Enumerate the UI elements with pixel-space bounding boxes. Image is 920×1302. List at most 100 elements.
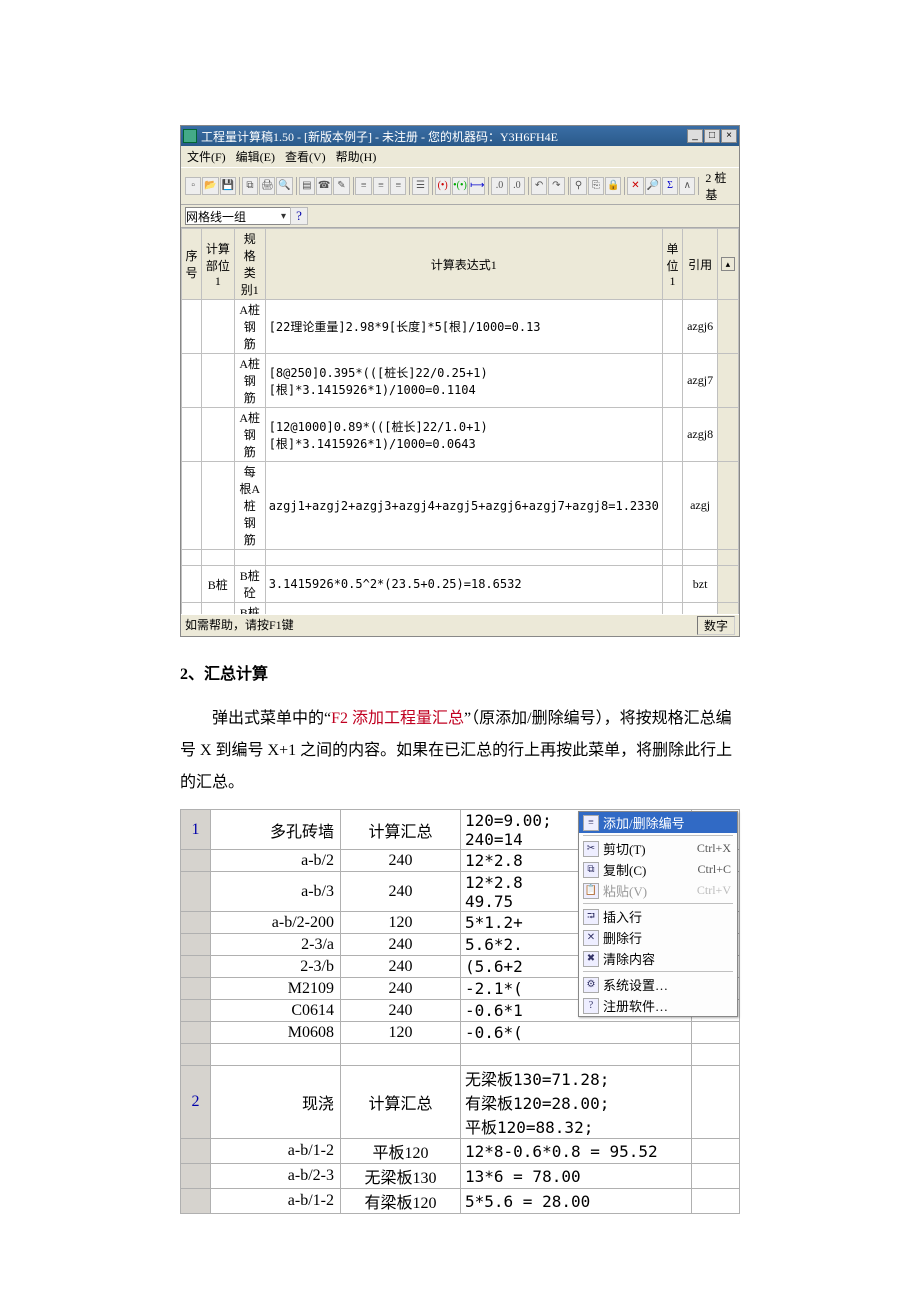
- cell-d[interactable]: [692, 1022, 740, 1044]
- header-expr[interactable]: 计算表达式1: [265, 229, 662, 300]
- table-row[interactable]: a-b/1-2平板12012*8-0.6*0.8 = 95.52: [181, 1139, 740, 1164]
- cell-b[interactable]: 无梁板130: [341, 1164, 461, 1189]
- copy-icon[interactable]: ⧉: [242, 177, 258, 195]
- cell-a[interactable]: C0614: [211, 1000, 341, 1022]
- tool-b-icon[interactable]: ☎: [316, 177, 332, 195]
- cell-d[interactable]: [692, 1139, 740, 1164]
- menu-item[interactable]: ✖清除内容: [579, 948, 737, 969]
- t1-icon[interactable]: ⚲: [570, 177, 586, 195]
- scrollbar-track[interactable]: [717, 354, 738, 408]
- menu-view[interactable]: 查看(V): [285, 148, 326, 165]
- cell-expr[interactable]: azgj1+azgj2+azgj3+azgj4+azgj5+azgj6+azgj…: [265, 462, 662, 550]
- cell-rownum[interactable]: [181, 872, 211, 912]
- cell-a[interactable]: 现浇: [211, 1066, 341, 1139]
- cell-spec[interactable]: [234, 550, 265, 566]
- print-icon[interactable]: 🖨: [259, 177, 275, 195]
- maximize-button[interactable]: □: [704, 129, 720, 143]
- cell-part[interactable]: [201, 603, 234, 615]
- menu-item[interactable]: ⚙系统设置…: [579, 974, 737, 995]
- cell-a[interactable]: M0608: [211, 1022, 341, 1044]
- cell-c[interactable]: 12*8-0.6*0.8 = 95.52: [461, 1139, 692, 1164]
- table-row[interactable]: A桩钢筋[8@250]0.395*(([桩长]22/0.25+1)[根]*3.1…: [182, 354, 739, 408]
- table-row[interactable]: 2现浇计算汇总无梁板130=71.28;有梁板120=28.00;平板120=8…: [181, 1066, 740, 1139]
- grid-combo[interactable]: [185, 207, 295, 225]
- menu-item[interactable]: ≡添加/删除编号: [579, 812, 737, 833]
- cell-expr[interactable]: [12@1000]0.89*(([桩长]22/1.0+1)[根]*3.14159…: [265, 408, 662, 462]
- cell-b[interactable]: 240: [341, 934, 461, 956]
- cell-b[interactable]: 240: [341, 956, 461, 978]
- sigma-icon[interactable]: Σ: [662, 177, 678, 195]
- header-seq[interactable]: 序号: [182, 229, 202, 300]
- cell-rownum[interactable]: [181, 1022, 211, 1044]
- cell-c[interactable]: -0.6*(: [461, 1022, 692, 1044]
- cell-unit[interactable]: [662, 354, 682, 408]
- brace-a-icon[interactable]: (•): [435, 177, 451, 195]
- cell-part[interactable]: [201, 354, 234, 408]
- cell-seq[interactable]: [182, 300, 202, 354]
- cell-a[interactable]: [211, 1044, 341, 1066]
- table-row[interactable]: B桩钢筋[25理论重量]3.85*4.75[长度]*5[根]/1000=0.09…: [182, 603, 739, 615]
- cell-expr[interactable]: [8@250]0.395*(([桩长]22/0.25+1)[根]*3.14159…: [265, 354, 662, 408]
- cell-d[interactable]: [692, 1044, 740, 1066]
- cell-part[interactable]: [201, 300, 234, 354]
- cell-rownum[interactable]: 1: [181, 810, 211, 850]
- cell-b[interactable]: 平板120: [341, 1139, 461, 1164]
- cell-spec[interactable]: A桩钢筋: [234, 354, 265, 408]
- cell-d[interactable]: [692, 1066, 740, 1139]
- cell-rownum[interactable]: 2: [181, 1066, 211, 1139]
- table-row[interactable]: [181, 1044, 740, 1066]
- cell-rownum[interactable]: [181, 850, 211, 872]
- cell-unit[interactable]: [662, 550, 682, 566]
- cell-seq[interactable]: [182, 603, 202, 615]
- cell-unit[interactable]: [662, 300, 682, 354]
- table-row[interactable]: A桩钢筋[12@1000]0.89*(([桩长]22/1.0+1)[根]*3.1…: [182, 408, 739, 462]
- table-row[interactable]: a-b/2-3无梁板13013*6 = 78.00: [181, 1164, 740, 1189]
- menu-item[interactable]: ⮒插入行: [579, 906, 737, 927]
- cell-b[interactable]: 240: [341, 850, 461, 872]
- header-unit[interactable]: 单位1: [662, 229, 682, 300]
- cell-spec[interactable]: A桩钢筋: [234, 300, 265, 354]
- cell-rownum[interactable]: [181, 1189, 211, 1214]
- cell-ref[interactable]: [683, 550, 718, 566]
- header-part[interactable]: 计算部位1: [201, 229, 234, 300]
- dec-inc-icon[interactable]: .0: [491, 177, 507, 195]
- cell-spec[interactable]: 每根A桩钢筋: [234, 462, 265, 550]
- cell-part[interactable]: [201, 462, 234, 550]
- cell-a[interactable]: a-b/2: [211, 850, 341, 872]
- cell-b[interactable]: 计算汇总: [341, 1066, 461, 1139]
- cell-c[interactable]: 无梁板130=71.28;有梁板120=28.00;平板120=88.32;: [461, 1066, 692, 1139]
- list-icon[interactable]: ☰: [412, 177, 428, 195]
- cell-spec[interactable]: A桩钢筋: [234, 408, 265, 462]
- cell-b[interactable]: 120: [341, 912, 461, 934]
- cell-ref[interactable]: azgj: [683, 462, 718, 550]
- cell-unit[interactable]: [662, 566, 682, 603]
- cell-a[interactable]: a-b/3: [211, 872, 341, 912]
- cell-part[interactable]: B桩: [201, 566, 234, 603]
- cell-expr[interactable]: [22理论重量]2.98*9[长度]*5[根]/1000=0.13: [265, 300, 662, 354]
- cell-part[interactable]: [201, 408, 234, 462]
- align-right-icon[interactable]: ≡: [390, 177, 406, 195]
- cell-a[interactable]: M2109: [211, 978, 341, 1000]
- table-row[interactable]: a-b/1-2有梁板1205*5.6 = 28.00: [181, 1189, 740, 1214]
- cell-rownum[interactable]: [181, 956, 211, 978]
- tool-c-icon[interactable]: ✎: [333, 177, 349, 195]
- cell-seq[interactable]: [182, 550, 202, 566]
- cell-a[interactable]: a-b/1-2: [211, 1189, 341, 1214]
- cell-seq[interactable]: [182, 566, 202, 603]
- align-center-icon[interactable]: ≡: [373, 177, 389, 195]
- cell-seq[interactable]: [182, 408, 202, 462]
- cell-expr[interactable]: [265, 550, 662, 566]
- cell-b[interactable]: 120: [341, 1022, 461, 1044]
- cell-d[interactable]: [692, 1164, 740, 1189]
- cell-ref[interactable]: azgj8: [683, 408, 718, 462]
- cell-unit[interactable]: [662, 462, 682, 550]
- scrollbar-track[interactable]: [717, 566, 738, 603]
- dec-dec-icon[interactable]: .0: [509, 177, 525, 195]
- menu-item[interactable]: ✂剪切(T)Ctrl+X: [579, 838, 737, 859]
- cell-c[interactable]: [461, 1044, 692, 1066]
- scrollbar-track[interactable]: [717, 462, 738, 550]
- cell-a[interactable]: a-b/2-200: [211, 912, 341, 934]
- header-ref[interactable]: 引用: [683, 229, 718, 300]
- cell-ref[interactable]: bzt: [683, 566, 718, 603]
- table-row[interactable]: [182, 550, 739, 566]
